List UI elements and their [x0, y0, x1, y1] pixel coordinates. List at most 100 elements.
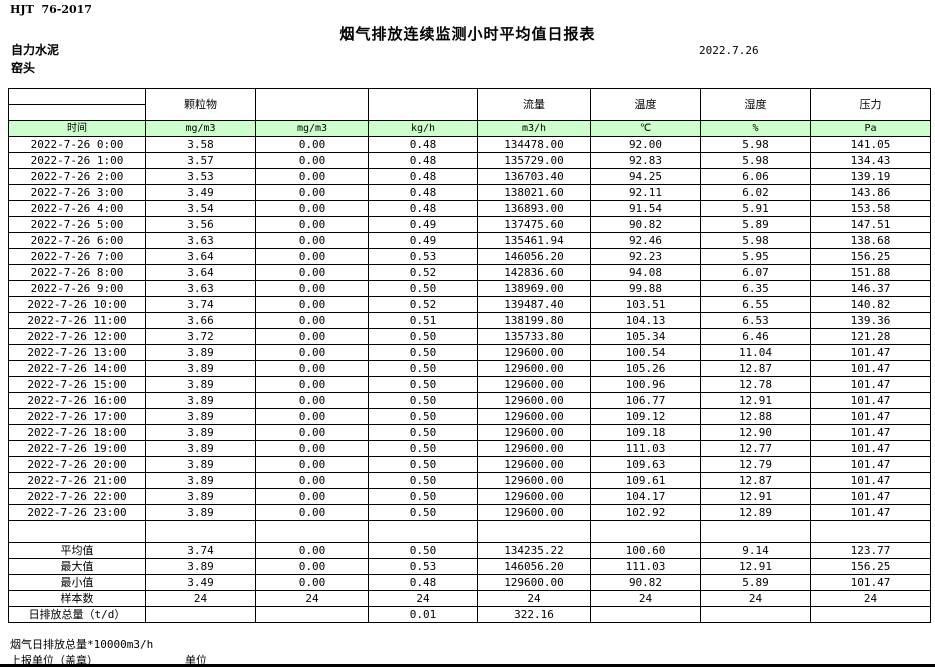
- value-cell: 0.00: [255, 168, 369, 185]
- time-cell: 2022-7-26 14:00: [8, 360, 146, 377]
- time-cell: 2022-7-26 0:00: [8, 136, 146, 153]
- value-cell: 105.34: [590, 328, 701, 345]
- value-cell: 92.11: [590, 184, 701, 201]
- value-cell: 129600.00: [477, 504, 591, 521]
- value-cell: 12.91: [700, 558, 811, 575]
- time-cell: 2022-7-26 4:00: [8, 200, 146, 217]
- value-cell: 0.53: [368, 248, 478, 265]
- empty-cell: [810, 520, 931, 543]
- unit-cell-percent: %: [700, 120, 811, 137]
- value-cell: 24: [700, 590, 811, 607]
- value-cell: 0.00: [255, 264, 369, 281]
- bottom-border-line: [0, 664, 935, 667]
- value-cell: 156.25: [810, 248, 931, 265]
- value-cell: 151.88: [810, 264, 931, 281]
- report-date: 2022.7.26: [699, 44, 759, 57]
- unit-cell-pa: Pa: [810, 120, 931, 137]
- value-cell: 322.16: [477, 606, 591, 623]
- header-empty-cell: [8, 104, 146, 121]
- value-cell: 0.50: [368, 424, 478, 441]
- value-cell: 146056.20: [477, 248, 591, 265]
- value-cell: [700, 606, 811, 623]
- value-cell: 0.00: [255, 456, 369, 473]
- time-cell: 2022-7-26 7:00: [8, 248, 146, 265]
- value-cell: 3.89: [145, 440, 256, 457]
- value-cell: 0.50: [368, 392, 478, 409]
- value-cell: 6.06: [700, 168, 811, 185]
- value-cell: 12.91: [700, 392, 811, 409]
- unit-cell-m3h: m3/h: [477, 120, 591, 137]
- value-cell: 0.00: [255, 312, 369, 329]
- value-cell: 0.50: [368, 328, 478, 345]
- company-name: 自力水泥: [11, 43, 60, 57]
- value-cell: 105.26: [590, 360, 701, 377]
- hourly-data-row: 2022-7-26 8:00 3.64 0.00 0.52 142836.60 94.08…: [8, 264, 931, 281]
- value-cell: 0.48: [368, 200, 478, 217]
- value-cell: 101.47: [810, 424, 931, 441]
- time-cell: 2022-7-26 12:00: [8, 328, 146, 345]
- hourly-data-row: 2022-7-26 9:00 3.63 0.00 0.50 138969.00 99.88…: [8, 280, 931, 297]
- value-cell: 141.05: [810, 136, 931, 153]
- value-cell: 137475.60: [477, 216, 591, 233]
- value-cell: 104.13: [590, 312, 701, 329]
- value-cell: 0.52: [368, 296, 478, 313]
- value-cell: 0.00: [255, 232, 369, 249]
- value-cell: [145, 606, 256, 623]
- hourly-data-row: 2022-7-26 18:00 3.89 0.00 0.50 129600.00 109.…: [8, 424, 931, 441]
- value-cell: 0.48: [368, 136, 478, 153]
- value-cell: 143.86: [810, 184, 931, 201]
- value-cell: 101.47: [810, 488, 931, 505]
- page-title: 烟气排放连续监测小时平均值日报表: [339, 25, 596, 43]
- value-cell: 101.47: [810, 376, 931, 393]
- value-cell: 0.48: [368, 184, 478, 201]
- hourly-data-row: 2022-7-26 16:00 3.89 0.00 0.50 129600.00 106.…: [8, 392, 931, 409]
- value-cell: 0.49: [368, 216, 478, 233]
- value-cell: 3.54: [145, 200, 256, 217]
- value-cell: 12.91: [700, 488, 811, 505]
- value-cell: 6.46: [700, 328, 811, 345]
- value-cell: 139.36: [810, 312, 931, 329]
- time-cell: 2022-7-26 6:00: [8, 232, 146, 249]
- value-cell: 101.47: [810, 440, 931, 457]
- value-cell: 104.17: [590, 488, 701, 505]
- value-cell: 3.89: [145, 344, 256, 361]
- value-cell: 6.02: [700, 184, 811, 201]
- value-cell: 102.92: [590, 504, 701, 521]
- value-cell: 0.48: [368, 168, 478, 185]
- time-cell: 2022-7-26 15:00: [8, 376, 146, 393]
- unit-cell-mgm3-1: mg/m3: [145, 120, 256, 137]
- hourly-data-row: 2022-7-26 2:00 3.53 0.00 0.48 136703.40 94.25…: [8, 168, 931, 185]
- value-cell: 5.89: [700, 574, 811, 591]
- value-cell: 109.12: [590, 408, 701, 425]
- summary-row: 平均值 3.74 0.00 0.50 134235.22 100.60 9.14 123.77: [8, 542, 931, 559]
- value-cell: 3.66: [145, 312, 256, 329]
- value-cell: 24: [477, 590, 591, 607]
- time-cell: 2022-7-26 17:00: [8, 408, 146, 425]
- value-cell: 135733.80: [477, 328, 591, 345]
- col-header-blank-2: [368, 88, 478, 121]
- time-cell: 2022-7-26 1:00: [8, 152, 146, 169]
- value-cell: 129600.00: [477, 456, 591, 473]
- value-cell: 9.14: [700, 542, 811, 559]
- value-cell: 0.00: [255, 488, 369, 505]
- value-cell: 12.78: [700, 376, 811, 393]
- value-cell: 0.00: [255, 424, 369, 441]
- time-cell: 2022-7-26 22:00: [8, 488, 146, 505]
- empty-cell: [8, 520, 146, 543]
- value-cell: 3.53: [145, 168, 256, 185]
- value-cell: 6.07: [700, 264, 811, 281]
- hourly-data-row: 2022-7-26 22:00 3.89 0.00 0.50 129600.00 104.…: [8, 488, 931, 505]
- value-cell: 109.61: [590, 472, 701, 489]
- value-cell: 3.89: [145, 408, 256, 425]
- value-cell: 101.47: [810, 472, 931, 489]
- value-cell: 90.82: [590, 574, 701, 591]
- value-cell: 0.50: [368, 472, 478, 489]
- value-cell: 12.77: [700, 440, 811, 457]
- value-cell: 0.00: [255, 200, 369, 217]
- value-cell: 0.50: [368, 280, 478, 297]
- monitoring-point-name: 窑头: [11, 61, 36, 75]
- value-cell: 101.47: [810, 456, 931, 473]
- hourly-data-row: 2022-7-26 1:00 3.57 0.00 0.48 135729.00 92.83…: [8, 152, 931, 169]
- value-cell: 0.53: [368, 558, 478, 575]
- col-header-particulate: 颗粒物: [145, 88, 256, 121]
